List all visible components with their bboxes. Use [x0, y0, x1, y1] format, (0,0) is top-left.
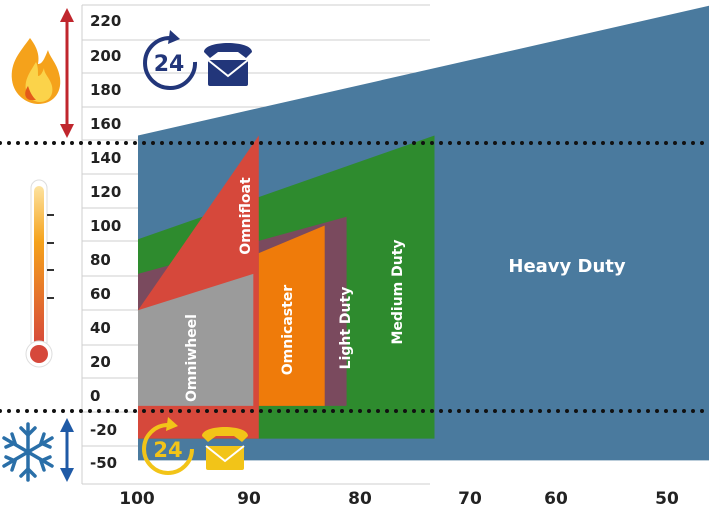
plot-areas [138, 5, 709, 461]
y-tick-label: -50 [90, 454, 117, 472]
area-omniwheel [138, 273, 254, 406]
area-omnicaster [258, 225, 325, 406]
phone-mail-icon [204, 43, 252, 86]
series-labels: Heavy Duty Medium Duty Light Duty Omnifloat… [184, 177, 626, 402]
y-tick-label: 80 [90, 251, 111, 269]
x-tick-label: 50 [655, 489, 679, 509]
snowflake-icon [2, 422, 54, 482]
svg-text:24: 24 [153, 438, 182, 462]
y-tick-label: 40 [90, 319, 111, 337]
24-hour-service-icon-bottom: 24 [142, 417, 194, 475]
label-medium-duty: Medium Duty [390, 239, 406, 344]
y-tick-label: 100 [90, 217, 121, 235]
y-tick-label: 20 [90, 353, 111, 371]
y-tick-label: 180 [90, 81, 121, 99]
temperature-down-arrow [60, 418, 74, 482]
threshold-lines [0, 141, 709, 413]
y-tick-label: 0 [90, 387, 100, 405]
y-tick-label: 200 [90, 47, 121, 65]
x-tick-label: 90 [237, 489, 261, 509]
flame-icon [11, 38, 61, 104]
y-tick-label: 60 [90, 285, 111, 303]
y-tick-label: 220 [90, 12, 121, 30]
label-omnifloat: Omnifloat [238, 177, 254, 255]
temperature-up-arrow [60, 8, 74, 138]
y-tick-label: 120 [90, 183, 121, 201]
label-heavy-duty: Heavy Duty [508, 256, 626, 277]
x-tick-label: 80 [348, 489, 372, 509]
label-omnicaster: Omnicaster [280, 285, 296, 376]
x-tick-label: 60 [544, 489, 568, 509]
y-tick-label: -20 [90, 421, 117, 439]
y-tick-label: 140 [90, 149, 121, 167]
svg-text:24: 24 [154, 52, 185, 77]
x-tick-labels: 100 90 80 70 60 50 [119, 489, 679, 509]
label-omniwheel: Omniwheel [184, 314, 200, 402]
y-tick-label: 160 [90, 115, 121, 133]
x-tick-label: 100 [119, 489, 155, 509]
24-hour-service-icon: 24 [143, 30, 198, 90]
label-light-duty: Light Duty [338, 287, 354, 370]
thermometer-icon [25, 179, 54, 368]
phone-mail-icon-bottom [202, 427, 248, 470]
x-tick-label: 70 [458, 489, 482, 509]
